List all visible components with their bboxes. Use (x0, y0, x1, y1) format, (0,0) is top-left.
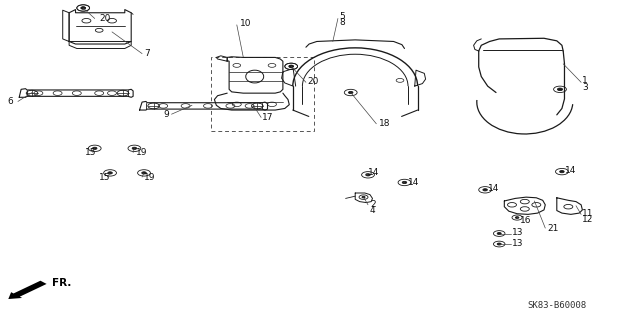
Circle shape (497, 233, 501, 234)
Text: 16: 16 (520, 216, 531, 225)
Text: 20: 20 (307, 77, 319, 86)
Text: 20: 20 (99, 14, 111, 23)
Circle shape (132, 147, 137, 149)
Circle shape (557, 88, 563, 91)
Circle shape (349, 92, 353, 94)
Text: 19: 19 (136, 148, 147, 157)
Circle shape (289, 65, 293, 67)
Text: 1: 1 (582, 76, 588, 85)
Text: 18: 18 (379, 119, 390, 128)
Text: 17: 17 (262, 113, 274, 122)
Text: 2: 2 (370, 200, 376, 209)
Text: 19: 19 (144, 173, 156, 182)
Text: 14: 14 (488, 184, 499, 193)
Text: FR.: FR. (52, 278, 72, 288)
Circle shape (81, 7, 86, 9)
Circle shape (497, 243, 501, 245)
Text: 14: 14 (564, 166, 576, 175)
Text: SK83-B60008: SK83-B60008 (527, 301, 586, 310)
Text: 5: 5 (339, 12, 345, 21)
Circle shape (108, 172, 113, 174)
Text: 11: 11 (582, 209, 594, 218)
Circle shape (81, 7, 86, 9)
Bar (211, 57, 314, 131)
Text: 14: 14 (368, 168, 380, 177)
Circle shape (483, 189, 488, 191)
Text: 7: 7 (144, 49, 150, 58)
Circle shape (515, 217, 519, 219)
Circle shape (366, 174, 370, 176)
Text: 3: 3 (582, 83, 588, 92)
Text: 9: 9 (163, 110, 169, 119)
Text: 12: 12 (582, 215, 594, 224)
Text: 21: 21 (547, 224, 559, 233)
Circle shape (93, 147, 97, 149)
Text: 4: 4 (370, 206, 376, 215)
Text: 6: 6 (8, 97, 13, 106)
Circle shape (362, 197, 365, 198)
Text: 10: 10 (240, 19, 252, 28)
Text: 8: 8 (339, 19, 345, 27)
Circle shape (559, 170, 564, 173)
Text: 14: 14 (408, 178, 420, 187)
Text: 13: 13 (512, 239, 524, 248)
Circle shape (142, 172, 147, 174)
Text: 15: 15 (84, 148, 96, 157)
Text: 15: 15 (99, 173, 111, 182)
Text: 13: 13 (512, 228, 524, 237)
Circle shape (289, 65, 293, 67)
FancyArrow shape (8, 281, 47, 299)
Circle shape (403, 181, 407, 184)
